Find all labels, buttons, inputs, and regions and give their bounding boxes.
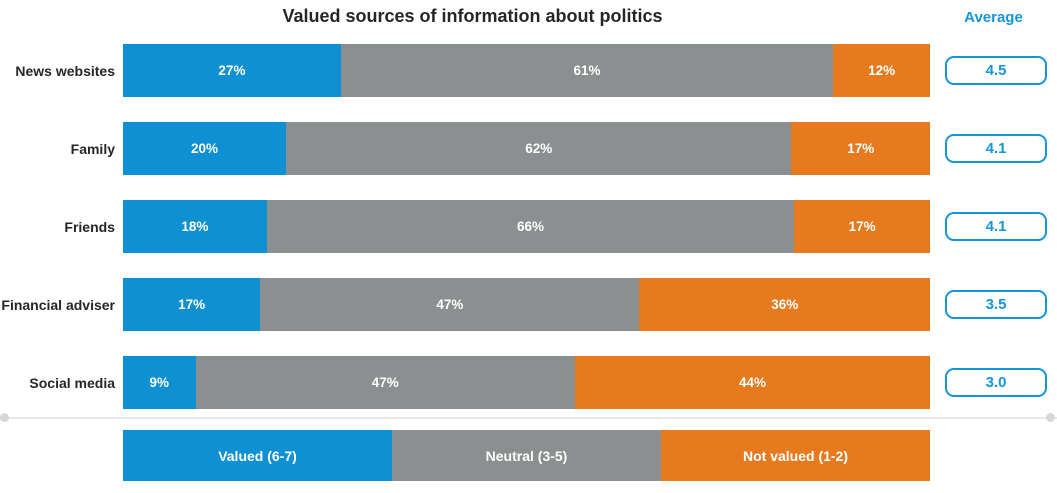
average-value-box: 4.1 [945,134,1047,163]
average-value-box: 4.5 [945,56,1047,85]
bar-segment-not-valued: 12% [833,44,930,97]
segment-value-label: 17% [178,297,206,312]
category-label: Family [70,140,115,157]
segment-value-label: 18% [181,219,209,234]
bar-segment-neutral: 62% [286,122,792,175]
segment-value-label: 66% [516,219,545,234]
chart-row: Friends 18% 66% 17% 4.1 [0,200,1057,253]
legend-item-valued: Valued (6-7) [123,430,392,481]
segment-value-label: 36% [771,297,799,312]
bar-segment-valued: 17% [123,278,261,331]
bar-segment-not-valued: 36% [639,278,930,331]
bar-segment-not-valued: 17% [791,122,930,175]
divider-endpoint-left-icon [0,413,9,422]
bar-segment-not-valued: 17% [794,200,930,253]
segment-value-label: 61% [573,63,601,78]
chart-row: Financial adviser 17% 47% 36% 3.5 [0,278,1057,331]
segment-value-label: 27% [218,63,246,78]
chart-row: News websites 27% 61% 12% 4.5 [0,44,1057,97]
legend: Valued (6-7) Neutral (3-5) Not valued (1-2… [123,430,930,481]
segment-value-label: 20% [191,141,219,156]
average-column-header: Average [964,9,1023,26]
bar-segment-neutral: 61% [340,44,834,97]
divider-endpoint-right-icon [1046,413,1055,422]
legend-item-not-valued: Not valued (1-2) [661,430,930,481]
average-cell: 3.0 [930,356,1057,409]
bar-segment-valued: 18% [123,200,267,253]
segment-value-label: 47% [371,375,399,390]
stacked-bar: 9% 47% 44% [123,356,930,409]
average-cell: 4.1 [930,200,1057,253]
bar-segment-not-valued: 44% [574,356,930,409]
bar-segment-neutral: 47% [195,356,575,409]
stacked-bar: 27% 61% 12% [123,44,930,97]
average-cell: 3.5 [930,278,1057,331]
segment-value-label: 17% [848,219,876,234]
chart-rows: News websites 27% 61% 12% 4.5 Family 20% 62… [0,44,1057,434]
segment-value-label: 9% [149,375,170,390]
divider-line [0,417,1057,419]
average-value-box: 3.5 [945,290,1047,319]
category-label: Financial adviser [1,296,115,313]
bar-segment-valued: 20% [123,122,287,175]
chart-row: Social media 9% 47% 44% 3.0 [0,356,1057,409]
average-value-box: 4.1 [945,212,1047,241]
average-cell: 4.1 [930,122,1057,175]
bar-segment-valued: 9% [123,356,196,409]
segment-value-label: 47% [436,297,464,312]
bar-segment-neutral: 47% [260,278,640,331]
legend-item-neutral: Neutral (3-5) [392,430,661,481]
segment-value-label: 12% [868,63,896,78]
bar-segment-valued: 27% [123,44,341,97]
segment-value-label: 44% [738,375,766,390]
category-label: Friends [64,218,115,235]
bar-segment-neutral: 66% [266,200,795,253]
average-value-box: 3.0 [945,368,1047,397]
category-label: Social media [29,374,115,391]
stacked-bar: 17% 47% 36% [123,278,930,331]
category-label: News websites [15,62,115,79]
stacked-bar: 20% 62% 17% [123,122,930,175]
segment-value-label: 62% [525,141,553,156]
stacked-bar: 18% 66% 17% [123,200,930,253]
chart-title: Valued sources of information about poli… [282,6,663,26]
segment-value-label: 17% [847,141,875,156]
chart-row: Family 20% 62% 17% 4.1 [0,122,1057,175]
average-cell: 4.5 [930,44,1057,97]
